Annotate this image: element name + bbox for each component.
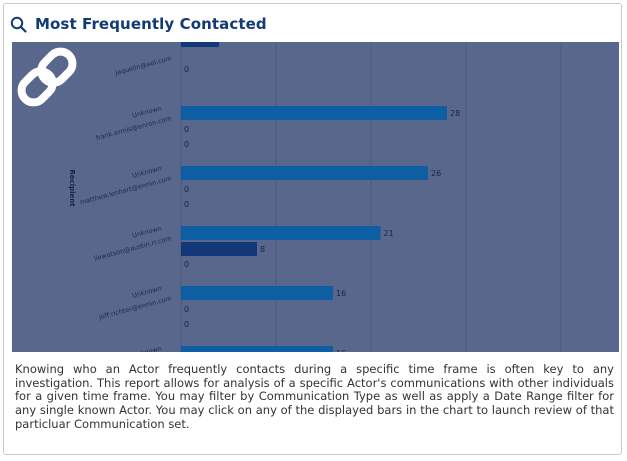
bar[interactable] <box>181 286 333 300</box>
bar-value-label: 26 <box>431 169 441 178</box>
bar-value-label: 21 <box>384 229 394 238</box>
link-icon[interactable] <box>12 42 82 112</box>
most-frequently-contacted-card: Most Frequently Contacted Recipient jaque… <box>3 3 622 455</box>
bar[interactable] <box>181 242 257 256</box>
y-axis-title: Recipient <box>68 169 76 207</box>
bar[interactable] <box>181 166 428 180</box>
bar[interactable] <box>181 106 447 120</box>
bar-value-label: 0 <box>184 140 189 149</box>
bar-value-label: 0 <box>184 125 189 134</box>
recipient-email-label: matthew.lenhart@enron.com <box>79 174 173 206</box>
bar-value-label: 16 <box>336 349 346 352</box>
bar-value-label: 0 <box>184 200 189 209</box>
recipient-status-label: Unknown <box>131 344 162 352</box>
bar-value-label: 28 <box>450 109 460 118</box>
bar-value-label: 0 <box>184 260 189 269</box>
bar[interactable] <box>181 346 333 352</box>
chart-preview-link[interactable]: Recipient jaquelin@aol.com 0 Unknown frank.e… <box>12 42 619 352</box>
bar[interactable] <box>181 226 381 240</box>
bar-value-label: 0 <box>184 65 189 74</box>
bar-value-label: 16 <box>336 289 346 298</box>
bar[interactable] <box>181 42 219 47</box>
bar-value-label: 0 <box>184 305 189 314</box>
bar-value-label: 0 <box>184 320 189 329</box>
bar-value-label: 0 <box>184 185 189 194</box>
card-description: Knowing who an Actor frequently contacts… <box>15 362 614 431</box>
card-title: Most Frequently Contacted <box>35 15 267 33</box>
bar-value-label: 8 <box>260 245 265 254</box>
card-header: Most Frequently Contacted <box>10 14 267 34</box>
search-icon <box>10 16 27 33</box>
recipient-email-label: jaquelin@aol.com <box>113 54 172 77</box>
